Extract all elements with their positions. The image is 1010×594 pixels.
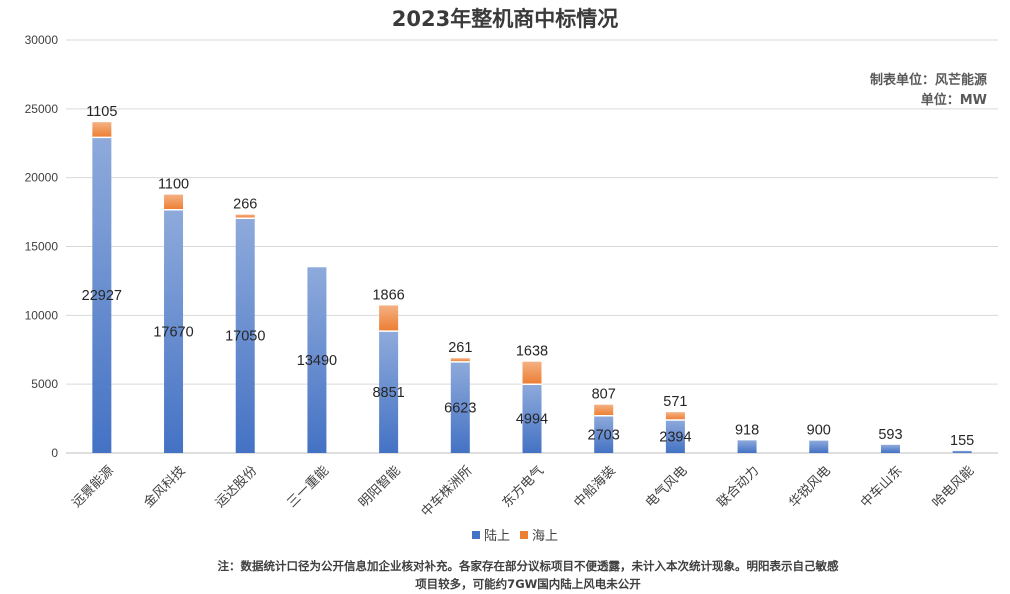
legend-swatch-onshore: [472, 531, 480, 539]
x-tick-label: 电气风电: [642, 463, 690, 511]
data-label-onshore: 155: [950, 433, 974, 449]
bars: [92, 122, 972, 453]
data-label-onshore: 593: [878, 427, 902, 443]
bar-offshore: [92, 122, 112, 138]
y-tick-label: 10000: [25, 308, 59, 322]
legend-label-onshore: 陆上: [484, 528, 510, 544]
bar-onshore: [379, 331, 399, 453]
gridlines: [66, 39, 998, 454]
data-label-onshore: 2703: [588, 427, 620, 443]
data-label-offshore: 1638: [516, 344, 548, 360]
bar-onshore: [522, 384, 542, 453]
bar-onshore: [952, 450, 972, 453]
data-label-onshore: 900: [807, 423, 831, 439]
bar-onshore: [164, 209, 184, 453]
legend-swatch-offshore: [520, 531, 528, 539]
bar-offshore: [594, 404, 614, 416]
data-label-onshore: 918: [735, 422, 759, 438]
x-tick-label: 东方电气: [499, 463, 547, 511]
data-label-onshore: 6623: [444, 400, 476, 416]
bar-offshore: [450, 358, 470, 362]
bar-onshore: [235, 218, 255, 453]
chart-unit: 单位：MW: [921, 92, 987, 108]
x-tick-label: 三一重能: [284, 463, 332, 511]
x-tick-label: 中车株洲所: [418, 463, 475, 520]
bar-onshore: [450, 361, 470, 453]
y-tick-label: 15000: [25, 240, 59, 254]
y-axis: 0 5000 10000 15000 20000 25000 30000: [25, 33, 59, 460]
y-tick-label: 30000: [25, 33, 59, 47]
data-label-onshore: 17050: [225, 329, 265, 345]
bar-onshore: [665, 420, 685, 453]
footnote-line-1: 注：数据统计口径为公开信息加企业核对补充。各家存在部分议标项目不便透露，未计入本…: [218, 559, 839, 573]
data-label-offshore: 1866: [372, 287, 404, 303]
data-label-onshore: 8851: [372, 385, 404, 401]
bar-offshore: [665, 412, 685, 421]
x-tick-label: 华锐风电: [786, 463, 833, 510]
data-label-offshore: 266: [233, 197, 257, 213]
y-tick-label: 25000: [25, 102, 59, 116]
y-tick-label: 0: [51, 446, 58, 460]
bar-onshore: [809, 440, 829, 453]
data-label-offshore: 807: [592, 387, 616, 403]
x-tick-label: 中车山东: [857, 463, 905, 511]
x-tick-label: 联合动力: [715, 463, 762, 510]
x-tick-label: 明阳智能: [356, 463, 403, 510]
bar-offshore: [164, 194, 184, 210]
data-label-offshore: 1100: [158, 177, 189, 193]
bar-onshore: [92, 137, 112, 453]
x-axis: 远景能源 金风科技 运达股份 三一重能 明阳智能 中车株洲所 东方电气 中船海装 电气风电 联合动…: [70, 463, 978, 520]
bar-offshore: [235, 214, 255, 219]
x-tick-label: 远景能源: [70, 463, 117, 510]
chart-source: 制表单位：风芒能源: [870, 72, 987, 88]
footnote-line-2: 项目较多，可能约7GW国内陆上风电未公开: [415, 577, 641, 591]
data-label-onshore: 22927: [82, 288, 122, 304]
y-tick-label: 5000: [31, 377, 58, 391]
data-label-onshore: 2394: [659, 430, 691, 446]
data-label-offshore: 571: [663, 394, 687, 410]
legend: 陆上 海上: [472, 528, 558, 544]
chart-title: 2023年整机商中标情况: [392, 7, 618, 31]
bar-offshore: [522, 361, 542, 385]
x-tick-label: 运达股份: [213, 463, 260, 510]
data-label-onshore: 4994: [516, 412, 548, 428]
x-tick-label: 金风科技: [140, 463, 188, 511]
x-tick-label: 中船海装: [571, 463, 618, 510]
data-labels: 1105 22927 1100 17670 266 17050 13490 1866 8851 2…: [82, 104, 975, 449]
y-tick-label: 20000: [25, 171, 59, 185]
bar-onshore: [307, 267, 327, 453]
x-tick-label: 哈电风能: [930, 463, 977, 510]
legend-label-offshore: 海上: [532, 529, 558, 544]
bar-offshore: [379, 305, 399, 332]
bar-onshore: [737, 440, 757, 453]
bar-onshore: [594, 415, 614, 453]
data-label-offshore: 1105: [86, 104, 117, 120]
data-label-onshore: 17670: [153, 324, 193, 340]
data-label-offshore: 261: [448, 340, 472, 356]
data-label-onshore: 13490: [297, 353, 337, 369]
bar-onshore: [880, 444, 900, 453]
